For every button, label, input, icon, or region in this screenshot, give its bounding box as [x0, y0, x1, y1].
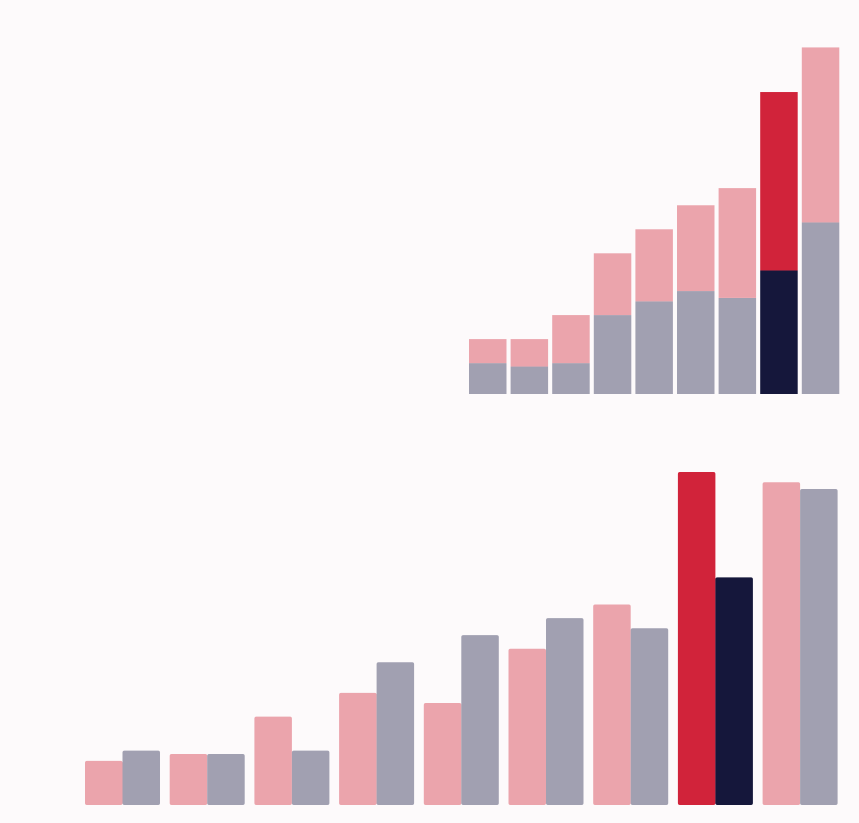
stacked-bar-lower: [801, 222, 840, 394]
grouped-bar-a: [339, 692, 377, 805]
grouped-bar-b: [376, 662, 415, 805]
stacked-bar-lower: [677, 291, 715, 394]
grouped-bar-b: [630, 628, 669, 805]
stacked-bar-upper: [677, 205, 715, 292]
stacked-bar-upper: [593, 253, 632, 316]
stacked-bar-lower: [760, 270, 798, 394]
grouped-bar-a: [254, 716, 292, 805]
stacked-bar-upper: [469, 339, 507, 364]
grouped-bar-b: [800, 488, 838, 805]
stacked-bar-upper: [718, 188, 757, 298]
stacked-bar-lower: [593, 315, 632, 394]
grouped-bar-a: [508, 648, 546, 805]
grouped-bar-b: [461, 635, 499, 805]
grouped-bar-b: [546, 618, 584, 805]
stacked-bar-lower: [552, 363, 590, 394]
stacked-bar-chart: [469, 47, 840, 394]
grouped-bar-a: [169, 754, 208, 805]
stacked-bar-upper: [801, 47, 840, 223]
grouped-bar-a: [85, 760, 123, 805]
stacked-bar-lower: [718, 297, 757, 394]
grouped-bar-chart: [85, 472, 838, 805]
grouped-bar-b: [207, 754, 245, 805]
stacked-bar-upper: [552, 315, 590, 364]
grouped-bar-a: [762, 482, 801, 805]
grouped-bar-a: [677, 472, 716, 805]
stacked-bar-lower: [469, 363, 507, 394]
grouped-bar-a: [423, 703, 462, 805]
stacked-bar-lower: [510, 366, 549, 394]
grouped-bar-b: [291, 750, 330, 805]
grouped-bar-b: [715, 577, 753, 805]
grouped-bar-a: [593, 604, 631, 805]
stacked-bar-upper: [635, 229, 673, 302]
stacked-bar-upper: [510, 339, 549, 367]
grouped-bar-b: [122, 750, 160, 805]
stacked-bar-lower: [635, 301, 673, 394]
stacked-bar-upper: [760, 92, 798, 271]
